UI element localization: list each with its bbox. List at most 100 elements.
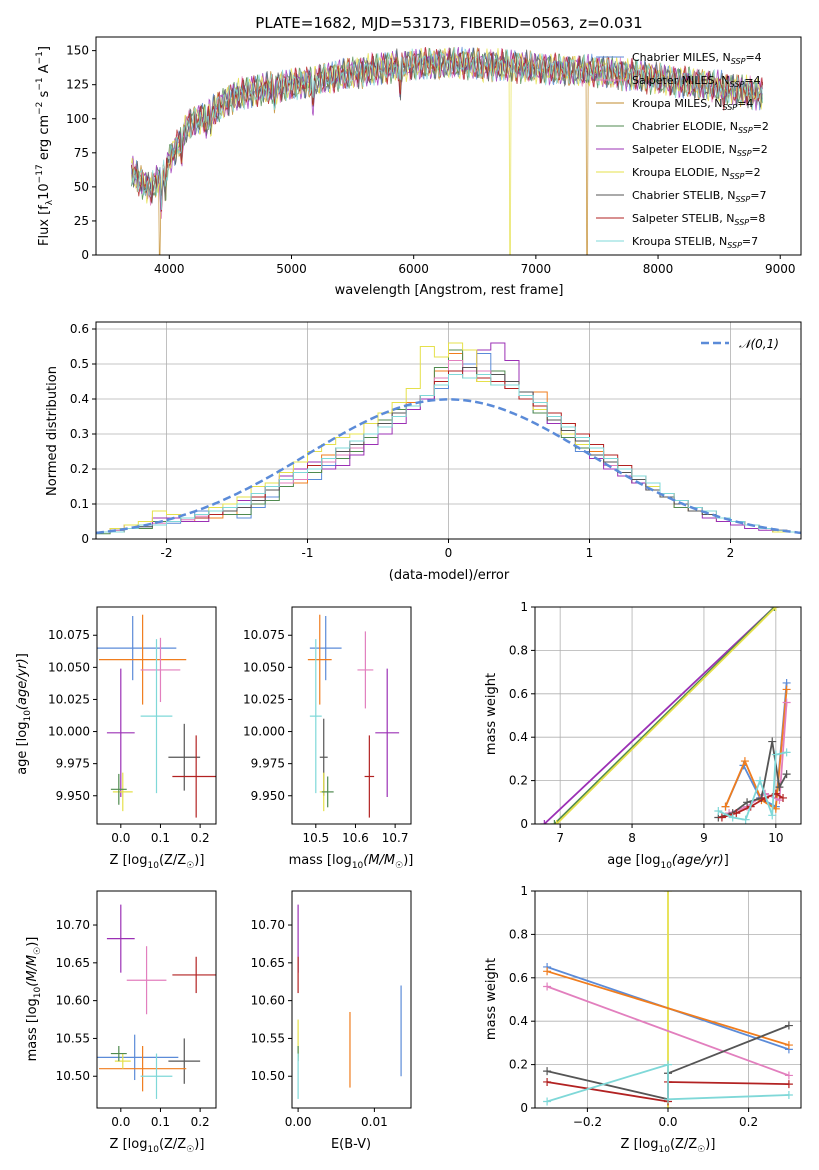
mass-vs-ebv-ytick-label-3: 10.65	[251, 956, 285, 970]
weight-vs-age-ytick-label-2: 0.4	[509, 730, 528, 744]
weight-vs-z-ytick-label-4: 0.8	[509, 927, 528, 941]
age-vs-mass-marks	[307, 614, 400, 818]
weight-vs-age-marker-7-5	[779, 793, 788, 802]
age-vs-mass-frame	[291, 606, 412, 825]
spectrum-ytick-label-2: 50	[74, 180, 89, 194]
weight-vs-z-marker-6-3	[784, 1090, 793, 1099]
weight-vs-age-xtick-label-1: 8	[628, 831, 636, 845]
mass-vs-ebv-xtick-label-0: 0.00	[285, 1115, 312, 1129]
weight-vs-age-ytick-label-3: 0.6	[509, 687, 528, 701]
mass-z-xlabel: Z [log10(Z/Z☉)]	[110, 1137, 205, 1155]
weight-age-ylabel: mass weight	[484, 673, 499, 755]
age-vs-z-marks	[97, 614, 216, 818]
mass-vs-ebv-ytick-label-2: 10.60	[251, 994, 285, 1008]
mass-vs-ebv-ytick-label-0: 10.50	[251, 1069, 285, 1083]
mass-vs-ebv-marks	[297, 904, 402, 1099]
weight-vs-z-marks	[543, 891, 793, 1108]
weight-vs-z-marker-0-1	[664, 891, 672, 895]
residuals-ytick-label-5: 0.5	[70, 357, 89, 371]
ebv-xlabel: E(B-V)	[331, 1137, 371, 1152]
spectrum-legend-label-8: Kroupa STELIB, NSSP=7	[632, 235, 758, 250]
spectrum-xtick-label-2: 6000	[398, 262, 429, 276]
weight-vs-z-marker-6-0	[543, 1097, 552, 1106]
weight-vs-z-marker-3-0	[543, 982, 552, 991]
weight-vs-z-frame	[534, 890, 802, 1109]
weight-vs-z-ytick-label-2: 0.4	[509, 1014, 528, 1028]
mass-vs-z-xtick-label-0: 0.0	[111, 1115, 130, 1129]
weight-vs-age-marker-8-0	[714, 806, 723, 815]
weight-vs-z-marker-2-0	[543, 967, 552, 976]
weight-vs-metallicity-plot: −0.2 0.0 0.2 0 0.2 0.4 0.6 0.8 1	[509, 884, 802, 1129]
spectrum-legend-label-5: Kroupa ELODIE, NSSP=2	[632, 166, 761, 181]
age-vs-z-xtick-label-1: 0.1	[151, 831, 170, 845]
mass-vs-z-ytick-label-1: 10.55	[56, 1031, 90, 1045]
weight-vs-age-xtick-label-0: 7	[556, 831, 564, 845]
weight-vs-age-frame	[534, 606, 802, 825]
weight-vs-age-marker-6-2	[743, 798, 752, 807]
spectrum-marks	[131, 46, 763, 255]
age-vs-mass-ytick-label-5: 10.075	[243, 628, 285, 642]
residuals-ytick-label-0: 0	[81, 532, 89, 546]
spectrum-series-8	[131, 47, 763, 211]
mass-vs-metallicity-plot: 0.0 0.1 0.2 10.50 10.55 10.60 10.65 10.70	[56, 890, 217, 1129]
weight-vs-age-marker-4-4	[782, 685, 791, 694]
weight-vs-age-marker-8-3	[756, 776, 765, 785]
spectrum-ytick-label-5: 125	[66, 78, 89, 92]
residuals-xtick-label-1: -1	[302, 546, 314, 560]
age-vs-mass-xtick-label-0: 10.5	[302, 831, 329, 845]
weight-vs-age-ytick-label-1: 0.2	[509, 774, 528, 788]
spectrum-ytick-label-6: 150	[66, 44, 89, 58]
weight-vs-z-marker-3-1	[784, 1071, 793, 1080]
spectrum-legend-label-3: Chabrier ELODIE, NSSP=2	[632, 120, 769, 135]
mass-vs-z-marks	[97, 904, 216, 1099]
age-vs-mass-ytick-label-3: 10.025	[243, 692, 285, 706]
age-vs-z-ytick-label-3: 10.025	[48, 692, 90, 706]
residuals-ytick-label-6: 0.6	[70, 322, 89, 336]
age-vs-mass-ytick-label-2: 10.000	[243, 725, 285, 739]
weight-vs-z-marker-4-3	[784, 1021, 793, 1030]
weight-vs-age-series-2	[555, 607, 777, 824]
age-vs-z-frame	[96, 606, 217, 825]
weight-vs-age-marker-4-0	[721, 802, 730, 811]
age-vs-z-ytick-label-5: 10.075	[48, 628, 90, 642]
weight-vs-age-series-5	[728, 702, 788, 814]
age-vs-mass-xtick-label-2: 10.7	[382, 831, 409, 845]
spectrum-xtick-label-5: 9000	[765, 262, 796, 276]
residuals-frame	[95, 321, 802, 540]
residuals-xtick-label-2: 0	[445, 546, 453, 560]
mass-vs-ebv-plot: 0.00 0.01 10.50 10.55 10.60 10.65 10.70	[251, 890, 412, 1129]
mass-vs-z-xtick-label-2: 0.2	[191, 1115, 210, 1129]
weight-vs-z-ytick-label-5: 1	[520, 884, 528, 898]
residuals-xtick-label-4: 2	[727, 546, 735, 560]
age-vs-mass-ytick-label-1: 9.975	[251, 757, 285, 771]
weight-age-xlabel: age [log10(age/yr)]	[607, 853, 729, 871]
weight-vs-age-marker-7-0	[717, 813, 726, 822]
spectrum-xlabel: wavelength [Angstrom, rest frame]	[335, 283, 564, 298]
age-vs-mass-xtick-label-1: 10.6	[342, 831, 369, 845]
age-vs-z-xtick-label-2: 0.2	[191, 831, 210, 845]
residual-ylabel: Normed distribution	[45, 366, 60, 496]
spectrum-ytick-label-1: 25	[74, 214, 89, 228]
residuals-marks	[96, 342, 801, 539]
weight-vs-age-marker-8-2	[741, 815, 750, 824]
weight-vs-age-marker-2-1	[771, 607, 780, 611]
weight-vs-z-series-6	[546, 1063, 789, 1103]
weight-vs-age-series-0	[543, 607, 776, 824]
weight-vs-z-marker-4-0	[543, 1067, 552, 1076]
spectrum-ytick-label-0: 0	[81, 248, 89, 262]
weight-vs-z-xtick-label-2: 0.2	[739, 1115, 758, 1129]
weight-vs-age-marker-2-0	[552, 820, 561, 824]
mass-ylabel: mass [log10(M/M☉)]	[25, 937, 43, 1062]
spectrum-xtick-label-1: 5000	[276, 262, 307, 276]
weight-vs-age-plot: 7 8 9 10 0 0.2 0.4 0.6 0.8 1	[509, 600, 802, 845]
weight-vs-age-marks	[540, 607, 791, 824]
weight-vs-z-xtick-label-1: 0.0	[658, 1115, 677, 1129]
spectrum-legend-label-0: Chabrier MILES, NSSP=4	[632, 51, 762, 66]
age-z-xlabel: Z [log10(Z/Z☉)]	[110, 853, 205, 871]
gaussian-reference-curve	[96, 398, 801, 535]
weight-vs-age-marker-7-1	[732, 809, 741, 818]
age-mass-xlabel: mass [log10(M/M☉)]	[289, 853, 414, 871]
weight-vs-z-marker-2-1	[784, 1041, 793, 1050]
weight-vs-z-ytick-label-0: 0	[520, 1101, 528, 1115]
